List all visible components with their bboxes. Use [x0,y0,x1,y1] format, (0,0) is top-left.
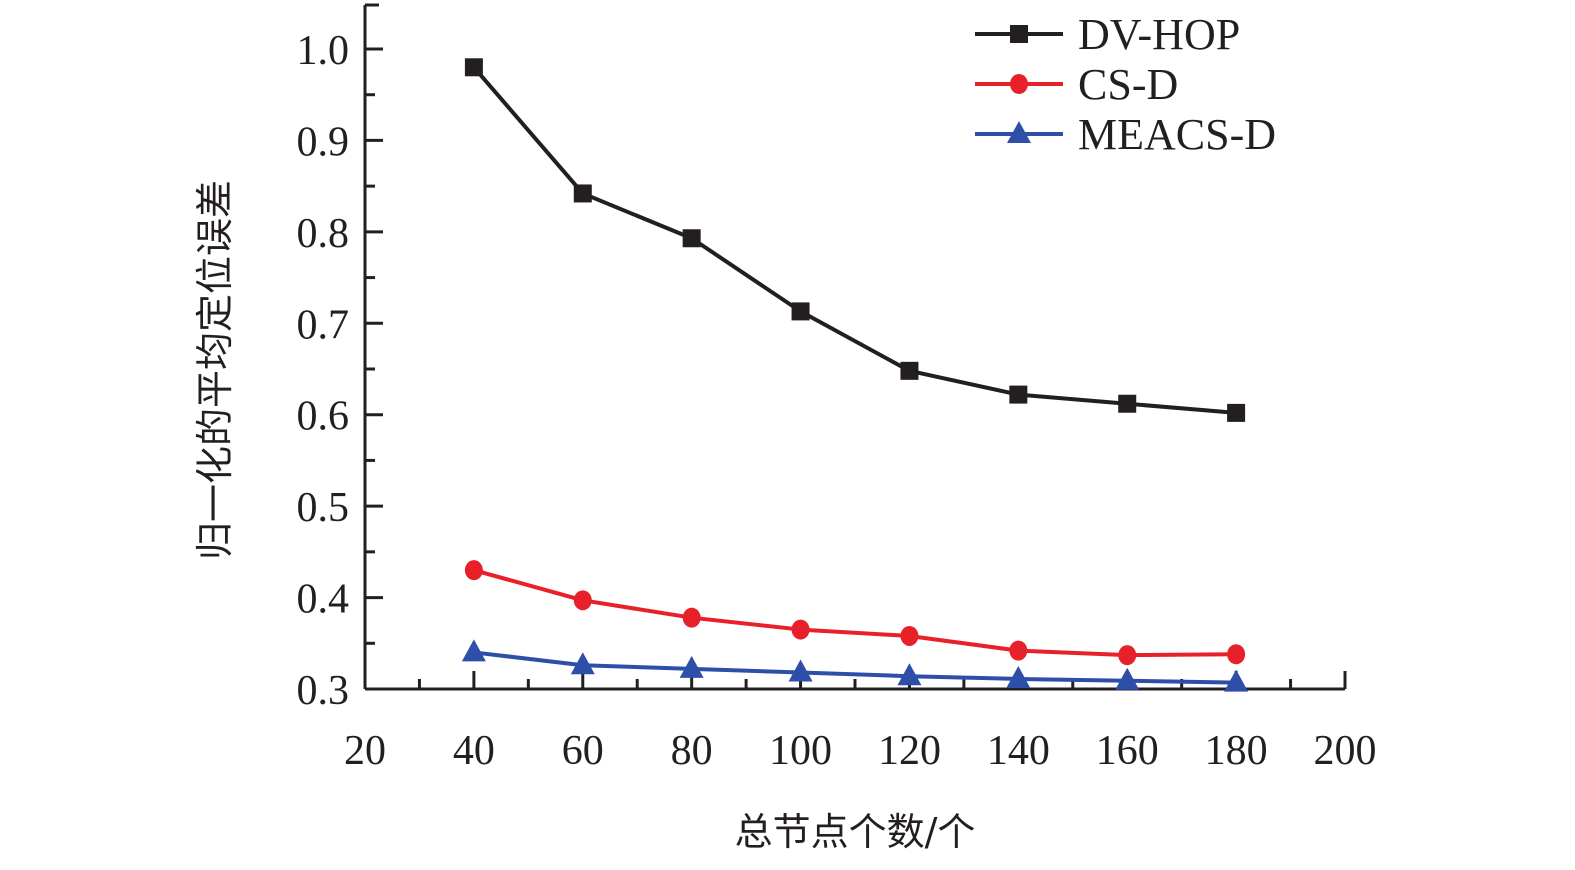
y-tick-label: 0.7 [297,302,350,348]
data-point-dv-hop [682,229,701,248]
data-point-meacs-d [788,659,813,682]
x-tick-label: 140 [987,728,1050,774]
series-layer [461,58,1249,692]
data-point-cs-d [791,619,810,640]
legend-marker-meacs-d [1007,121,1031,143]
y-tick-label: 0.5 [297,485,350,531]
y-tick-label: 0.6 [297,394,350,440]
data-point-meacs-d [1224,669,1249,692]
series-line-meacs-d [473,650,1237,685]
x-tick-label: 80 [671,728,713,774]
data-point-dv-hop [573,184,592,203]
x-tick-label: 20 [344,728,386,774]
data-point-dv-hop [900,361,919,380]
series-meacs-d [461,639,1249,692]
y-tick-label: 1.0 [297,28,350,74]
data-point-cs-d [1118,645,1137,666]
y-tick-label: 0.9 [297,119,350,165]
data-point-cs-d [1227,644,1246,665]
data-point-meacs-d [1115,667,1140,690]
series-line-cs-d [473,568,1237,658]
data-point-meacs-d [679,655,704,678]
data-point-meacs-d [1006,665,1031,688]
series-line-dv-hop [472,65,1237,415]
x-tick-label: 200 [1314,728,1377,774]
y-tick-label: 0.3 [297,668,350,714]
data-point-cs-d [682,607,701,628]
data-point-dv-hop [1009,385,1028,404]
data-point-meacs-d [897,663,922,686]
y-tick-label: 0.8 [297,211,350,257]
y-tick-label: 0.4 [297,577,350,623]
legend-label-cs-d: CS-D [1078,60,1178,109]
data-point-dv-hop [791,302,810,321]
data-point-meacs-d [461,639,486,662]
legend-item-dv-hop: DV-HOP [975,10,1240,59]
data-point-dv-hop [464,58,483,77]
series-dv-hop [464,58,1246,422]
y-axis-title: 归一化的平均定位误差 [193,180,237,560]
x-tick-label: 120 [878,728,941,774]
x-tick-label: 100 [769,728,832,774]
data-point-meacs-d [570,652,595,675]
legend-item-cs-d: CS-D [975,60,1178,109]
data-point-dv-hop [1118,394,1137,413]
series-cs-d [464,560,1246,666]
data-point-cs-d [573,590,592,611]
data-point-cs-d [1009,640,1028,661]
legend-label-dv-hop: DV-HOP [1078,10,1240,59]
legend-label-meacs-d: MEACS-D [1078,110,1276,159]
x-tick-label: 180 [1205,728,1268,774]
x-tick-label: 60 [562,728,604,774]
axes: 0.3 0.4 0.5 0.6 0.7 0.8 0.9 1.0 20 40 60 80 100 120 14… [297,3,1377,774]
legend-marker-cs-d [1010,74,1028,94]
data-point-dv-hop [1227,403,1246,422]
legend-marker-dv-hop [1010,25,1028,43]
x-tick-label: 160 [1096,728,1159,774]
x-axis-title: 总节点个数/个 [735,810,976,854]
data-point-cs-d [900,625,919,646]
data-point-cs-d [464,560,483,581]
legend-item-meacs-d: MEACS-D [975,110,1276,159]
x-tick-label: 40 [453,728,495,774]
